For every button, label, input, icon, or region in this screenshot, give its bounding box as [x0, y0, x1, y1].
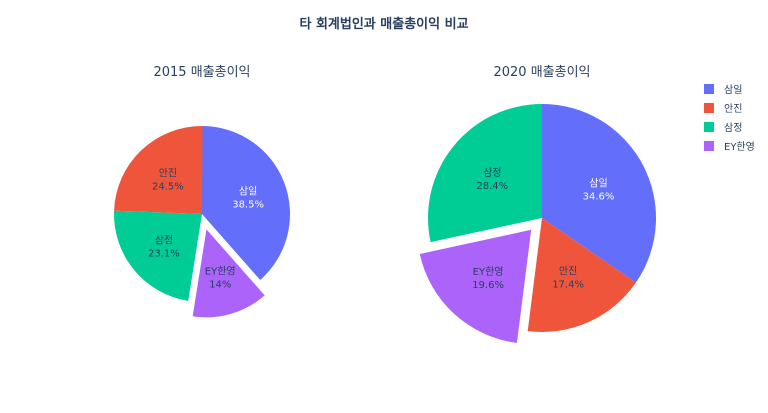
pie-2020-title: 2020 매출총이익: [493, 65, 590, 80]
pie-0-slice-3-name: 안진: [159, 167, 177, 179]
pie-0-slice-3-percent: 24.5%: [152, 181, 184, 192]
legend-swatch-1[interactable]: [704, 103, 714, 113]
pie-1-slice-0[interactable]: [542, 104, 656, 283]
pie-1-slice-2-name: EY한영: [473, 266, 504, 278]
legend-swatch-3[interactable]: [704, 141, 714, 151]
legend-label-2[interactable]: 삼정: [724, 122, 742, 134]
pie-0-slice-0[interactable]: [202, 126, 290, 281]
pie-1-slice-3-percent: 28.4%: [476, 181, 508, 192]
legend-swatch-0[interactable]: [704, 84, 714, 94]
pie-1-slice-2-percent: 19.6%: [472, 280, 504, 291]
pie-2015-title: 2015 매출총이익: [153, 65, 250, 80]
pie-1-slice-3[interactable]: [428, 104, 542, 243]
pie-layer: 삼일 38.5% EY한영 14% 삼정 23.1% 안진 24.5% 삼일 34.6% 안진 17.…: [114, 104, 656, 343]
pie-1-slice-0-name: 삼일: [589, 177, 607, 189]
pie-1-slice-3-name: 삼정: [483, 167, 501, 179]
pie-0-slice-1[interactable]: [192, 229, 265, 318]
legend-swatch-2[interactable]: [704, 122, 714, 132]
figure-title: 타 회계법인과 매출총이익 비교: [299, 16, 468, 32]
pie-1-slice-0-percent: 34.6%: [583, 191, 615, 202]
pie-0-slice-1-name: EY한영: [205, 266, 236, 278]
pie-0-slice-2-percent: 23.1%: [148, 248, 180, 259]
pie-0-slice-0-percent: 38.5%: [232, 200, 264, 211]
pie-0-slice-3[interactable]: [114, 126, 203, 214]
pie-0-slice-0-name: 삼일: [239, 186, 257, 198]
pie-1-slice-1[interactable]: [527, 218, 636, 332]
pie-1-slice-1-percent: 17.4%: [552, 279, 584, 290]
pie-0-slice-2[interactable]: [114, 210, 202, 301]
pie-1-slice-1-name: 안진: [559, 265, 577, 277]
legend-label-3[interactable]: EY한영: [724, 141, 755, 153]
legend-label-0[interactable]: 삼일: [724, 84, 742, 96]
legend-label-1[interactable]: 안진: [724, 103, 742, 115]
pie-0-slice-2-name: 삼정: [155, 234, 173, 246]
pie-1-slice-2[interactable]: [419, 229, 532, 343]
pie-0-slice-1-percent: 14%: [209, 280, 231, 291]
